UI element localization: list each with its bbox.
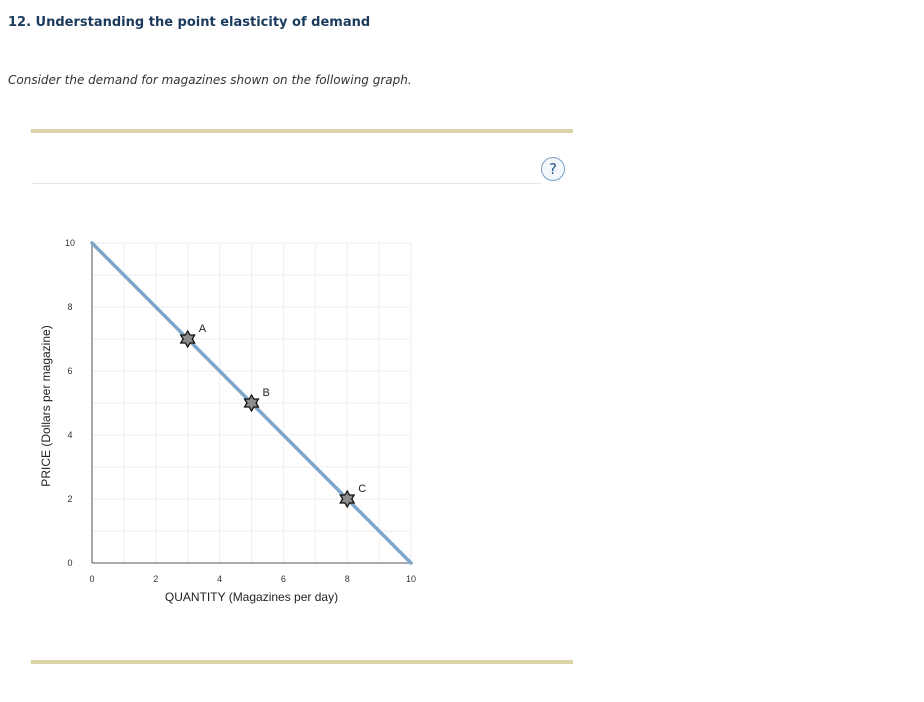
top-divider [31,129,573,133]
question-mark-icon: ? [549,160,557,178]
y-axis-label: PRICE (Dollars per magazine) [39,325,53,486]
y-tick-label: 8 [67,302,72,312]
y-tick-label: 0 [67,558,72,568]
y-tick-label: 2 [67,494,72,504]
question-prompt: Consider the demand for magazines shown … [8,73,412,87]
axes [91,243,411,564]
x-tick-label: 10 [406,574,416,584]
point-c[interactable]: C [339,483,366,509]
points[interactable]: A B C [179,323,366,509]
x-tick-label: 6 [281,574,286,584]
thin-divider [31,183,541,184]
x-axis-label: QUANTITY (Magazines per day) [165,590,338,604]
y-tick-label: 6 [67,366,72,376]
point-label: C [358,483,366,495]
point-b[interactable]: B [243,387,270,413]
tick-labels: 0 2 4 6 8 10 0 2 4 6 8 10 [65,238,416,584]
y-tick-label: 10 [65,238,75,248]
help-button[interactable]: ? [541,157,565,181]
point-marker [339,489,356,509]
bottom-divider [31,660,573,664]
question-title: 12. Understanding the point elasticity o… [8,15,371,30]
point-marker [243,393,260,413]
x-tick-label: 4 [217,574,222,584]
point-a[interactable]: A [179,323,207,349]
point-label: A [199,323,207,335]
point-marker [179,329,196,349]
point-label: B [263,387,270,399]
x-tick-label: 2 [153,574,158,584]
x-tick-label: 0 [89,574,94,584]
x-tick-label: 8 [345,574,350,584]
grid [92,242,412,563]
y-tick-label: 4 [67,430,72,440]
